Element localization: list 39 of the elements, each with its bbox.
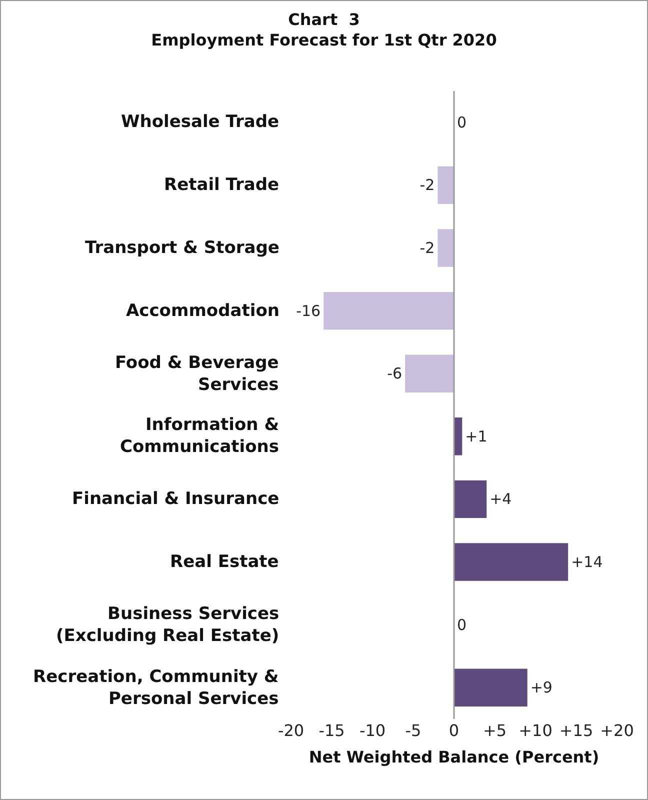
bar	[438, 229, 454, 267]
data-label: +9	[530, 678, 552, 697]
y-tick-label: Wholesale Trade	[121, 112, 280, 132]
x-tick-label: -10	[359, 721, 386, 740]
x-tick-label: -20	[278, 721, 304, 740]
chart-title: Chart 3	[288, 10, 360, 29]
y-tick-label: Food & Beverage Services	[115, 353, 279, 396]
bar	[405, 354, 454, 392]
y-tick-label: Business Services (Excluding Real Estate)	[56, 604, 280, 646]
data-label: +14	[571, 553, 603, 571]
y-tick-label: Accommodation	[126, 301, 280, 321]
data-label: +1	[465, 427, 488, 446]
x-axis-title: Net Weighted Balance (Percent)	[308, 748, 600, 767]
x-tick-label: +5	[482, 721, 507, 740]
y-tick-label: Transport & Storage	[85, 238, 280, 258]
bar	[454, 668, 528, 706]
bar	[324, 292, 454, 330]
chart-subtitle: Employment Forecast for 1st Qtr 2020	[151, 30, 497, 50]
y-tick-label: Recreation, Community & Personal Services	[33, 667, 279, 710]
y-tick-label: Information & Communications	[120, 415, 280, 458]
y-tick-label: Financial & Insurance	[72, 489, 280, 509]
x-tick-label: 0	[448, 721, 460, 740]
bar	[454, 543, 568, 581]
data-label: -6	[387, 364, 402, 383]
x-tick-label: +10	[518, 721, 552, 740]
x-tick-label: +15	[559, 721, 594, 740]
x-tick-label: -15	[318, 721, 345, 740]
data-label: -16	[296, 302, 321, 320]
x-tick-label: -5	[405, 721, 422, 740]
bar	[454, 480, 487, 518]
data-label: +4	[490, 490, 512, 508]
data-label: -2	[420, 176, 435, 194]
y-tick-label: Real Estate	[170, 552, 279, 572]
bar	[438, 166, 454, 204]
x-tick-label: +20	[600, 721, 634, 740]
data-label: 0	[457, 113, 467, 132]
data-label: 0	[457, 616, 467, 634]
y-tick-label: Retail Trade	[164, 175, 280, 195]
data-label: -2	[420, 239, 435, 257]
